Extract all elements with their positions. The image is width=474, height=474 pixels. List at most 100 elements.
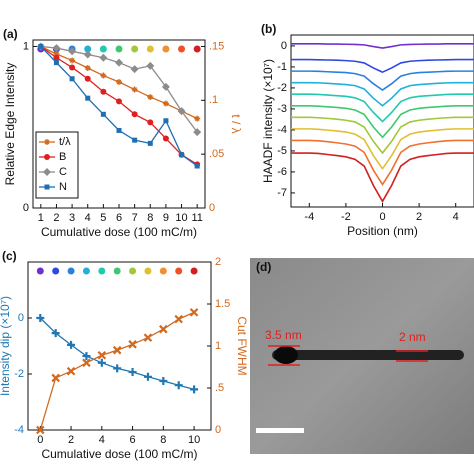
dose-dot (178, 45, 186, 53)
marker (112, 345, 122, 355)
x-axis-label: Cumulative dose (100 mC/m) (41, 225, 197, 239)
y-axis-label: Intensity dip (×10⁷) (0, 296, 12, 396)
dose-dot (115, 45, 123, 53)
marker (147, 140, 153, 146)
y2-tick-label: .1 (209, 94, 218, 106)
y2-tick-label: 1.5 (215, 298, 230, 310)
y-tick-label: 0 (281, 40, 287, 52)
dose-dot (190, 267, 198, 275)
marker (83, 50, 92, 59)
y2-tick-label: 2 (215, 256, 221, 268)
series-line (39, 317, 195, 391)
x-tick-label: 11 (191, 212, 202, 224)
y-axis-label: HAADF intensity (×10⁷) (261, 59, 275, 183)
marker (162, 135, 169, 142)
marker (69, 57, 76, 64)
x-tick-label: 0 (37, 434, 43, 446)
x-tick-label: 7 (132, 212, 138, 224)
series-line (291, 104, 474, 139)
marker (147, 94, 154, 101)
x-tick-label: 6 (130, 434, 136, 446)
series-line (291, 58, 474, 74)
marker (162, 100, 169, 107)
dose-dot (129, 267, 137, 275)
marker (174, 381, 183, 390)
dose-dot (193, 45, 201, 53)
dose-dot (113, 267, 121, 275)
dose-dot (99, 45, 107, 53)
marker (177, 107, 186, 116)
marker (44, 154, 50, 160)
marker (131, 111, 138, 118)
marker (36, 314, 45, 322)
x-tick-label: 4 (99, 434, 105, 446)
x-tick-label: 1 (38, 212, 44, 224)
y-tick-label: -1 (277, 61, 287, 73)
legend-label: B (59, 151, 66, 163)
panel-label: (d) (256, 260, 271, 274)
marker (189, 308, 199, 317)
marker (116, 127, 122, 133)
x-tick-label: 8 (160, 434, 166, 446)
y-tick-label: -4 (277, 124, 287, 136)
panel-label: (a) (3, 27, 18, 41)
dose-dot (82, 267, 90, 275)
marker (82, 352, 91, 361)
y-tick-label: -7 (277, 187, 287, 199)
marker (174, 314, 183, 324)
marker (53, 51, 60, 57)
annotation: 2 nm (399, 330, 426, 344)
marker (36, 425, 45, 435)
series-line (291, 93, 474, 123)
marker (147, 119, 154, 126)
marker (44, 139, 50, 145)
x-axis-label: Cumulative dose (100 mC/m) (41, 447, 197, 461)
marker (51, 373, 60, 383)
marker (53, 54, 60, 61)
y-tick-label: -3 (277, 103, 287, 115)
legend-label: t/λ (59, 136, 71, 148)
blob (274, 346, 298, 364)
marker (179, 152, 185, 158)
marker (51, 329, 60, 338)
marker (97, 350, 107, 360)
x-tick-label: 2 (416, 211, 422, 223)
legend-label: N (59, 181, 67, 193)
x-tick-label: 4 (85, 212, 91, 224)
y2-tick-label: 0 (215, 424, 221, 436)
marker (194, 115, 201, 122)
marker (115, 58, 123, 67)
y-tick-label: -2 (277, 82, 287, 94)
marker (69, 76, 75, 82)
nanowire (272, 350, 464, 360)
y2-tick-label: 1 (215, 340, 221, 352)
series-line (291, 139, 474, 187)
marker (163, 118, 169, 124)
marker (66, 366, 76, 376)
dose-dot (131, 45, 139, 53)
x-tick-label: 0 (379, 211, 385, 223)
y2-axis-label: Cut FWHM (235, 316, 249, 375)
marker (193, 128, 202, 137)
dose-dot (146, 45, 154, 53)
x-tick-label: 10 (175, 212, 187, 224)
series-line (291, 116, 474, 155)
marker (67, 340, 76, 349)
x-tick-label: 8 (147, 212, 153, 224)
x-tick-label: -4 (304, 211, 314, 223)
series-line (291, 81, 474, 107)
marker (68, 47, 77, 56)
marker (52, 44, 61, 53)
marker (190, 385, 199, 394)
dose-dot (159, 267, 167, 275)
y-tick-label: -2 (14, 368, 24, 380)
marker (128, 340, 137, 349)
y-tick-label: -5 (277, 145, 287, 157)
y-tick-label: -6 (277, 166, 287, 178)
dose-dot (144, 267, 152, 275)
y-tick-label: -4 (14, 424, 24, 436)
x-axis-label: Position (nm) (347, 224, 418, 238)
x-tick-label: 3 (69, 212, 75, 224)
dose-dot (162, 45, 170, 53)
